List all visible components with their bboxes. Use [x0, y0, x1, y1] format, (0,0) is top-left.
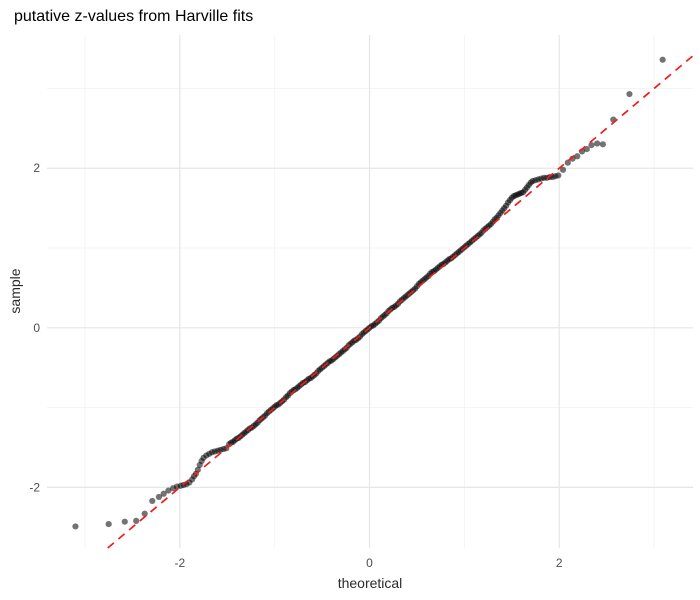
qq-point	[588, 141, 595, 149]
x-axis-title: theoretical	[337, 575, 403, 591]
x-tick-label: 2	[556, 556, 563, 570]
x-tick-label: -2	[174, 556, 185, 570]
qq-point	[72, 523, 79, 530]
y-tick-label: 2	[33, 161, 40, 175]
qq-point	[583, 145, 590, 153]
qq-point	[599, 141, 606, 148]
qq-point	[149, 497, 156, 505]
qq-point	[574, 153, 581, 160]
qq-point	[160, 490, 167, 497]
qq-point	[659, 56, 666, 63]
qq-point	[569, 155, 576, 162]
qq-point	[555, 172, 562, 179]
qq-point	[564, 159, 571, 166]
y-tick-label: -2	[29, 480, 40, 494]
qq-point	[626, 90, 633, 98]
qq-point	[594, 140, 601, 147]
qq-point	[141, 510, 148, 517]
qq-point	[559, 166, 567, 173]
chart-title: putative z-values from Harville fits	[14, 8, 254, 25]
y-tick-label: 0	[33, 321, 40, 335]
qq-point	[133, 517, 140, 524]
qq-point	[105, 520, 112, 528]
qq-point	[121, 518, 128, 525]
qq-point	[155, 493, 163, 501]
qq-point	[165, 487, 172, 494]
qq-reference-line	[107, 55, 694, 549]
x-tick-label: 0	[366, 556, 373, 570]
